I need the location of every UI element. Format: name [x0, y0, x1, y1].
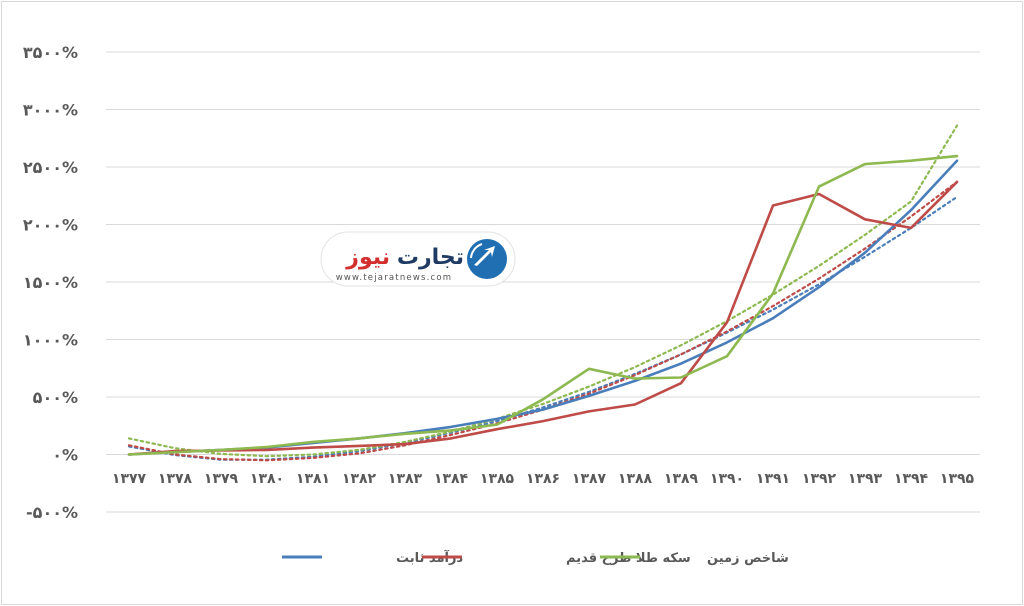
logo-name-part2: نیوز — [345, 245, 390, 270]
x-tick-label: ۱۳۸۶ — [526, 471, 560, 487]
x-tick-label: ۱۳۸۸ — [618, 471, 653, 487]
gridlines — [106, 51, 980, 513]
x-tick-label: ۱۳۸۱ — [296, 471, 330, 487]
x-tick-label: ۱۳۷۸ — [158, 471, 193, 487]
logo-name-part1: تجارت — [397, 245, 464, 270]
legend-label: شاخص زمین — [707, 551, 789, 566]
x-tick-label: ۱۳۸۹ — [664, 471, 699, 487]
logo-background — [320, 231, 516, 287]
logo-emblem — [467, 239, 507, 279]
y-tick-label: ۱۰۰۰% — [23, 331, 78, 350]
series-line — [127, 180, 959, 456]
x-tick-label: ۱۳۹۳ — [848, 471, 883, 487]
x-tick-label: ۱۳۸۷ — [572, 471, 607, 487]
x-tick-label: ۱۳۹۲ — [802, 471, 837, 487]
y-tick-label: ۱۵۰۰% — [23, 273, 78, 292]
logo-arrow-icon — [474, 246, 495, 266]
x-tick-label: ۱۳۷۷ — [112, 471, 147, 487]
y-tick-label: ۰% — [52, 446, 78, 465]
trendline — [127, 180, 959, 462]
y-tick-label: ۲۰۰۰% — [23, 216, 78, 235]
x-tick-label: ۱۳۹۵ — [940, 471, 975, 487]
series-line — [127, 159, 959, 456]
y-tick-label: -۵۰۰% — [26, 503, 78, 522]
series-lines — [127, 154, 959, 456]
x-tick-label: ۱۳۸۲ — [342, 471, 377, 487]
x-tick-label: ۱۳۸۰ — [250, 471, 284, 487]
logo-url: www.tejaratnews.com — [336, 273, 453, 283]
y-tick-label: ۳۰۰۰% — [23, 101, 78, 120]
y-tick-label: ۲۵۰۰% — [23, 158, 78, 177]
x-tick-label: ۱۳۸۳ — [388, 471, 423, 487]
x-tick-label: ۱۳۹۱ — [756, 471, 790, 487]
tejaratnews-logo: تجارت نیوز www.tejaratnews.com — [320, 231, 516, 287]
x-tick-label: ۱۳۹۰ — [710, 471, 744, 487]
x-axis: ۱۳۷۷ ۱۳۷۸ ۱۳۷۹ ۱۳۸۰ ۱۳۸۱ ۱۳۸۲ ۱۳۸۳ ۱۳۸۴ ۱۳۸۵ ۱۳۸۶… — [112, 471, 975, 487]
x-tick-label: ۱۳۷۹ — [204, 471, 239, 487]
trendline — [127, 124, 959, 458]
y-tick-label: ۳۵۰۰% — [23, 43, 78, 62]
x-tick-label: ۱۳۹۴ — [894, 471, 929, 487]
x-tick-label: ۱۳۸۴ — [434, 471, 469, 487]
y-tick-label: ۵۰۰% — [33, 388, 78, 407]
series-line — [127, 154, 959, 456]
logo-arc-icon — [470, 243, 483, 259]
x-tick-label: ۱۳۸۵ — [480, 471, 515, 487]
y-axis: -۵۰۰% ۰% ۵۰۰% ۱۰۰۰% ۱۵۰۰% ۲۰۰۰% ۲۵۰۰% ۳۰۰۰% ۳۵۰۰… — [23, 43, 78, 522]
